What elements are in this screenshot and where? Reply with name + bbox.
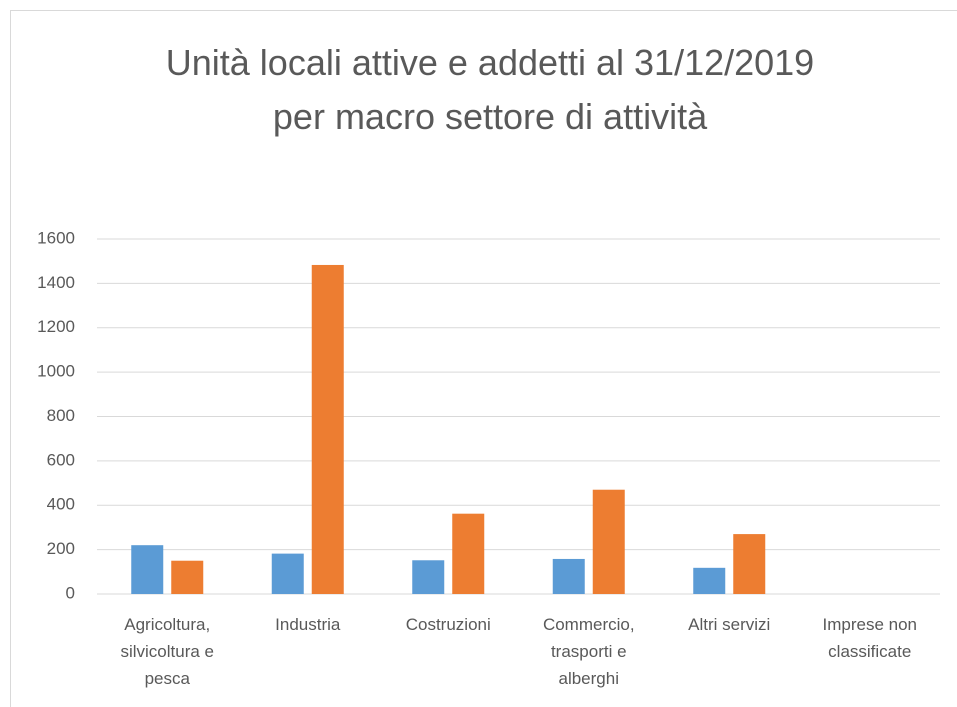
y-tick-label: 200 [47, 539, 75, 558]
y-tick-label: 1000 [37, 362, 75, 381]
bar [733, 534, 766, 594]
y-tick-label: 0 [66, 583, 75, 602]
x-tick-label: Agricoltura, silvicoltura e pesca [120, 615, 214, 688]
y-tick-label: 800 [47, 406, 75, 425]
y-tick-label: 600 [47, 450, 75, 469]
bar [171, 560, 204, 594]
x-tick-label: Costruzioni [406, 615, 491, 634]
y-tick-label: 1200 [37, 317, 75, 336]
x-tick-label: Commercio, trasporti e alberghi [543, 615, 635, 688]
y-tick-label: 1600 [37, 228, 75, 247]
bar [311, 264, 344, 594]
x-tick-label: Imprese non classificate [823, 615, 918, 661]
bar [452, 513, 485, 594]
y-tick-label: 1400 [37, 273, 75, 292]
x-tick-label: Altri servizi [688, 615, 770, 634]
bar [271, 553, 304, 594]
x-tick-label: Industria [275, 615, 341, 634]
bar [412, 560, 445, 594]
bar [552, 558, 585, 594]
bar [131, 545, 164, 594]
bar [592, 489, 625, 594]
bar [693, 567, 726, 594]
y-tick-label: 400 [47, 495, 75, 514]
chart-title: Unità locali attive e addetti al 31/12/2… [166, 42, 814, 137]
